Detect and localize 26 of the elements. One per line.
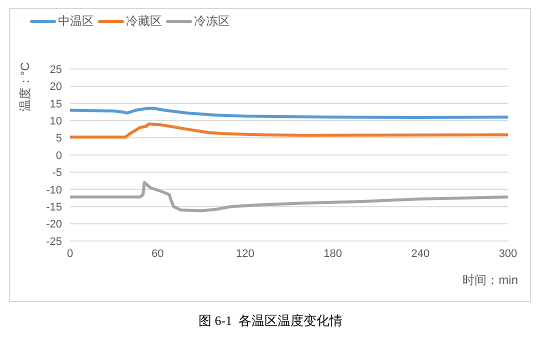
legend-label: 冷藏区 [125, 13, 162, 30]
x-axis-title: 时间：min [462, 272, 518, 289]
y-tick-label: 5 [56, 132, 62, 145]
x-tick-label: 180 [324, 248, 342, 260]
legend-label: 冷冻区 [193, 13, 230, 30]
x-tick-label: 0 [66, 248, 74, 260]
y-tick-label: 25 [50, 64, 62, 76]
line-series [70, 122, 508, 139]
legend-label: 中温区 [57, 13, 94, 30]
y-tick-label: 0 [56, 150, 62, 162]
y-tick-label: -15 [46, 202, 62, 214]
x-tick-label: 300 [498, 248, 518, 260]
y-tick-label: -20 [46, 218, 62, 231]
text: 图 6-1 各温区温度变化情 [197, 312, 344, 330]
x-tick-label: 240 [411, 248, 430, 260]
y-tick-label: 10 [50, 116, 62, 128]
y-axis-title: 温度：°C [17, 61, 33, 114]
line-series [70, 106, 508, 120]
x-tick-label: 120 [236, 248, 254, 260]
y-tick-label: -25 [46, 236, 62, 248]
x-tick-label: 60 [151, 248, 164, 260]
y-tick-label: 20 [50, 81, 62, 94]
line-series [70, 181, 508, 212]
y-tick-label: 15 [50, 98, 62, 110]
y-tick-label: -10 [46, 184, 62, 196]
y-tick-label: -5 [52, 167, 62, 180]
